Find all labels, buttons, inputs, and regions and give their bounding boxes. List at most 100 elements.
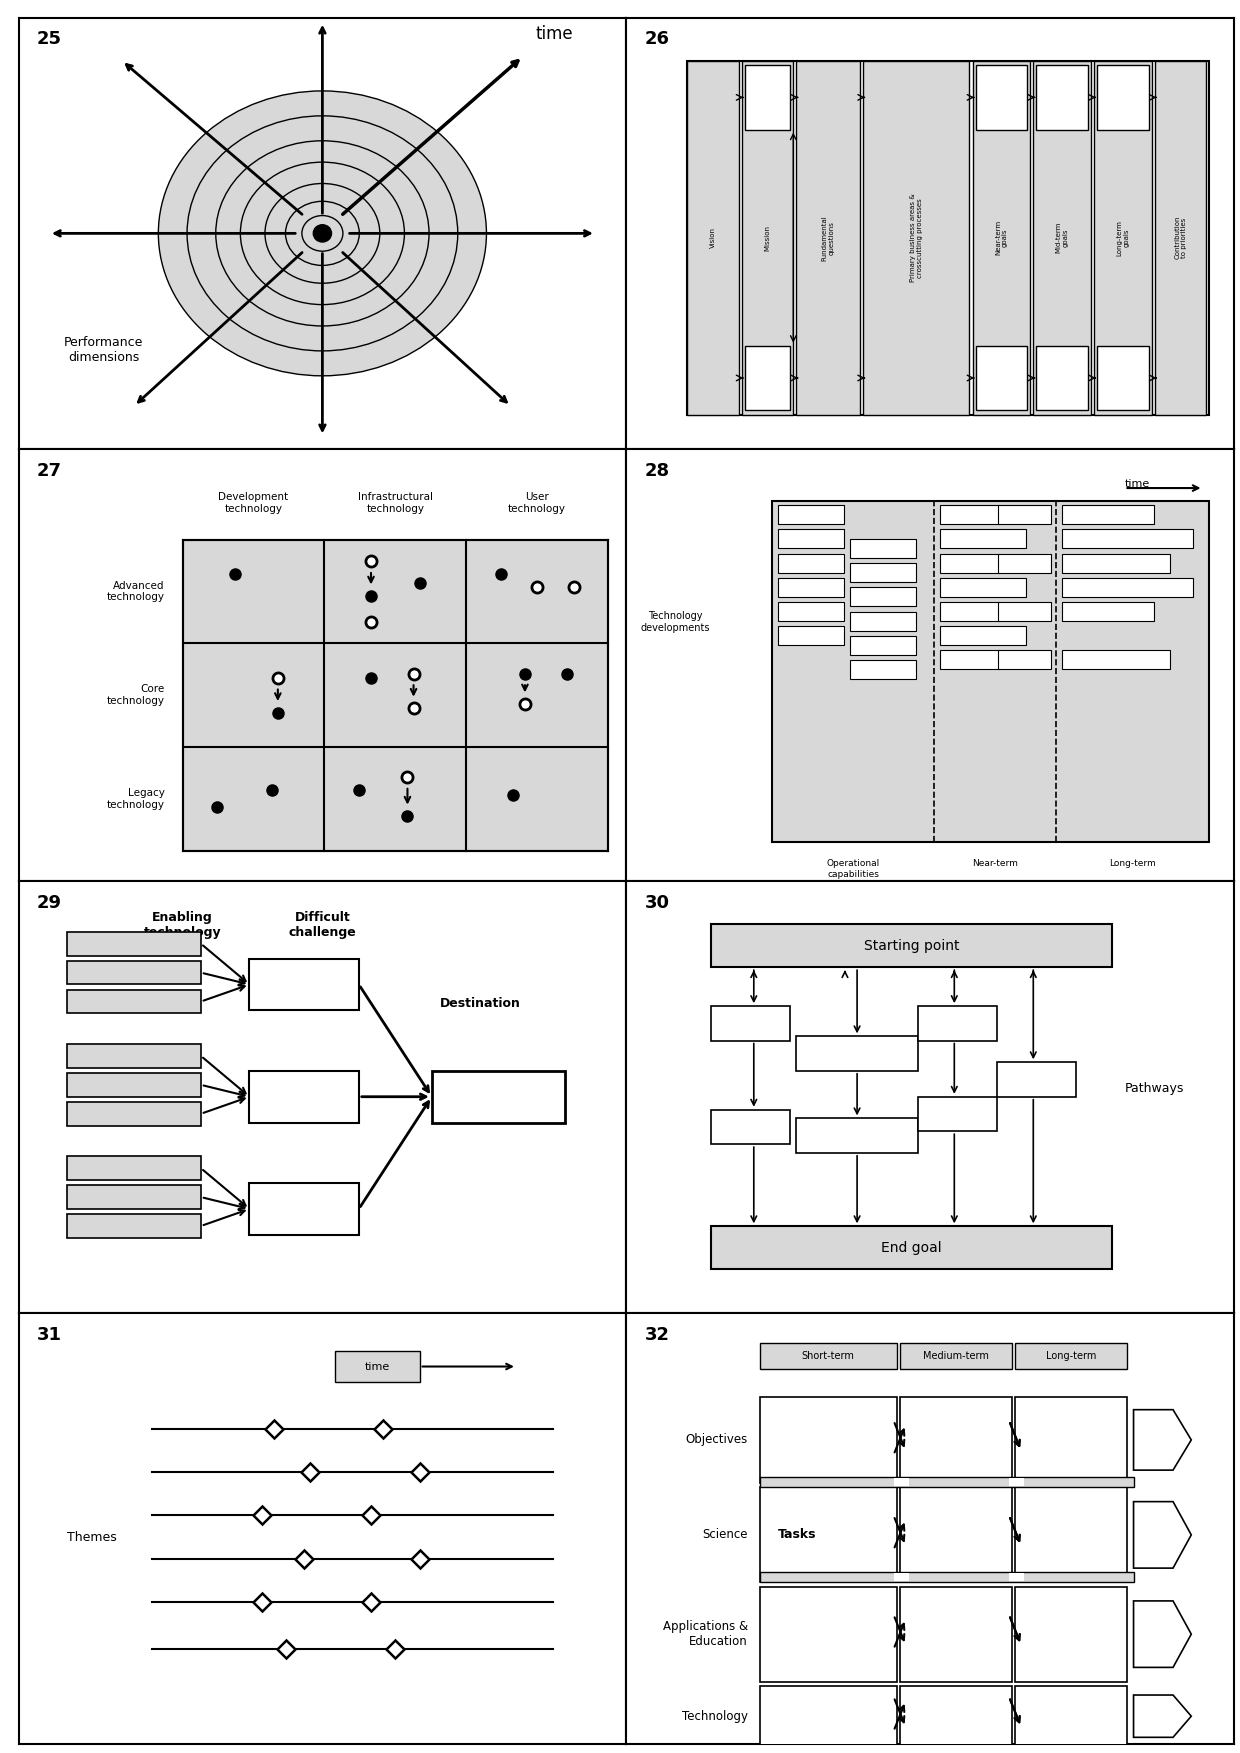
Bar bbox=[67, 990, 201, 1013]
Bar bbox=[900, 1586, 1012, 1681]
Bar bbox=[1016, 1686, 1127, 1746]
Bar bbox=[1009, 1572, 1024, 1581]
Bar bbox=[998, 601, 1052, 621]
Bar bbox=[760, 1476, 1133, 1487]
Bar bbox=[849, 563, 915, 582]
Bar bbox=[940, 626, 1025, 645]
Bar bbox=[1016, 1397, 1127, 1483]
Text: time: time bbox=[536, 26, 573, 44]
Bar bbox=[779, 554, 844, 573]
Text: End goal: End goal bbox=[882, 1241, 942, 1255]
Bar bbox=[863, 61, 970, 415]
Text: Near-term
goals: Near-term goals bbox=[994, 221, 1008, 256]
Bar bbox=[687, 61, 739, 415]
Bar bbox=[997, 1062, 1076, 1097]
Bar bbox=[940, 601, 998, 621]
Text: 31: 31 bbox=[37, 1325, 62, 1343]
Bar bbox=[1009, 1478, 1024, 1485]
Text: Medium-term: Medium-term bbox=[923, 1352, 988, 1360]
Text: Mission: Mission bbox=[765, 224, 770, 251]
Bar bbox=[1037, 65, 1087, 130]
Bar bbox=[773, 501, 1209, 841]
Bar bbox=[1063, 554, 1169, 573]
Bar bbox=[796, 1036, 918, 1071]
Bar bbox=[67, 1073, 201, 1097]
Ellipse shape bbox=[301, 216, 343, 251]
Text: 32: 32 bbox=[645, 1325, 670, 1343]
Bar bbox=[1016, 1343, 1127, 1369]
Bar bbox=[760, 1572, 1133, 1583]
Bar bbox=[940, 650, 998, 670]
Bar bbox=[1097, 345, 1148, 410]
Bar bbox=[712, 1110, 790, 1145]
Ellipse shape bbox=[241, 161, 404, 305]
Text: time: time bbox=[365, 1362, 389, 1371]
Text: Legacy
technology: Legacy technology bbox=[107, 789, 165, 810]
Bar bbox=[335, 1352, 419, 1381]
Text: Pathways: Pathways bbox=[1125, 1082, 1184, 1094]
Bar bbox=[742, 61, 794, 415]
Polygon shape bbox=[1133, 1409, 1192, 1471]
Bar bbox=[67, 1103, 201, 1125]
Bar bbox=[712, 924, 1112, 968]
Bar bbox=[745, 345, 790, 410]
Text: Primary business areas &
crosscutting processes: Primary business areas & crosscutting pr… bbox=[910, 193, 923, 282]
Bar bbox=[1097, 65, 1148, 130]
Text: 29: 29 bbox=[37, 894, 62, 912]
Bar bbox=[67, 1185, 201, 1210]
Text: Vision: Vision bbox=[709, 228, 715, 249]
Bar bbox=[894, 1572, 909, 1581]
Bar bbox=[1063, 529, 1193, 549]
Polygon shape bbox=[1133, 1600, 1192, 1667]
Text: Advanced
technology: Advanced technology bbox=[107, 580, 165, 603]
Bar bbox=[1016, 1487, 1127, 1583]
Ellipse shape bbox=[265, 184, 379, 284]
Bar bbox=[249, 1183, 358, 1234]
Bar bbox=[779, 626, 844, 645]
Text: Short-term: Short-term bbox=[802, 1352, 854, 1360]
Bar bbox=[1063, 505, 1154, 524]
Text: Objectives: Objectives bbox=[686, 1434, 748, 1446]
Text: 28: 28 bbox=[645, 463, 670, 480]
Text: Enabling
technology: Enabling technology bbox=[144, 912, 222, 940]
Bar bbox=[67, 1157, 201, 1180]
Bar bbox=[796, 1118, 918, 1153]
Bar bbox=[998, 554, 1052, 573]
Bar bbox=[249, 1071, 358, 1122]
Bar bbox=[940, 554, 998, 573]
Bar bbox=[849, 659, 915, 678]
Bar bbox=[760, 1343, 897, 1369]
Bar bbox=[760, 1397, 897, 1483]
Bar bbox=[779, 529, 844, 549]
Bar bbox=[1063, 601, 1154, 621]
Bar bbox=[1033, 61, 1091, 415]
Text: time: time bbox=[1125, 479, 1149, 489]
Bar bbox=[249, 959, 358, 1010]
Bar bbox=[998, 650, 1052, 670]
Text: Development
technology: Development technology bbox=[218, 493, 289, 514]
Bar bbox=[745, 65, 790, 130]
Bar bbox=[894, 1478, 909, 1485]
Bar bbox=[779, 505, 844, 524]
Bar bbox=[779, 578, 844, 596]
Bar bbox=[67, 933, 201, 955]
Bar bbox=[998, 505, 1052, 524]
Text: Mid-term
goals: Mid-term goals bbox=[1055, 223, 1069, 254]
Bar bbox=[1094, 61, 1152, 415]
Text: 26: 26 bbox=[645, 30, 670, 49]
Bar bbox=[1154, 61, 1207, 415]
Bar bbox=[940, 578, 1025, 596]
Text: Performance
dimensions: Performance dimensions bbox=[64, 337, 144, 365]
Text: Operational
capabilities: Operational capabilities bbox=[826, 859, 879, 878]
Bar bbox=[712, 1006, 790, 1041]
Text: Science: Science bbox=[702, 1529, 748, 1541]
Bar bbox=[900, 1487, 1012, 1583]
Bar bbox=[67, 1215, 201, 1238]
Bar bbox=[849, 636, 915, 654]
Bar bbox=[67, 1045, 201, 1068]
Text: Starting point: Starting point bbox=[864, 938, 960, 952]
Text: Technology
developments: Technology developments bbox=[640, 612, 709, 633]
Text: Long-term
goals: Long-term goals bbox=[1116, 219, 1130, 256]
Ellipse shape bbox=[285, 202, 360, 265]
Bar bbox=[940, 529, 1025, 549]
